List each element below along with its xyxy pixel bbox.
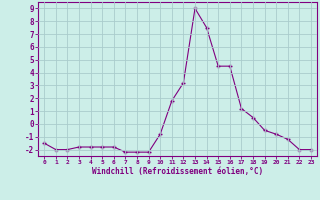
- X-axis label: Windchill (Refroidissement éolien,°C): Windchill (Refroidissement éolien,°C): [92, 167, 263, 176]
